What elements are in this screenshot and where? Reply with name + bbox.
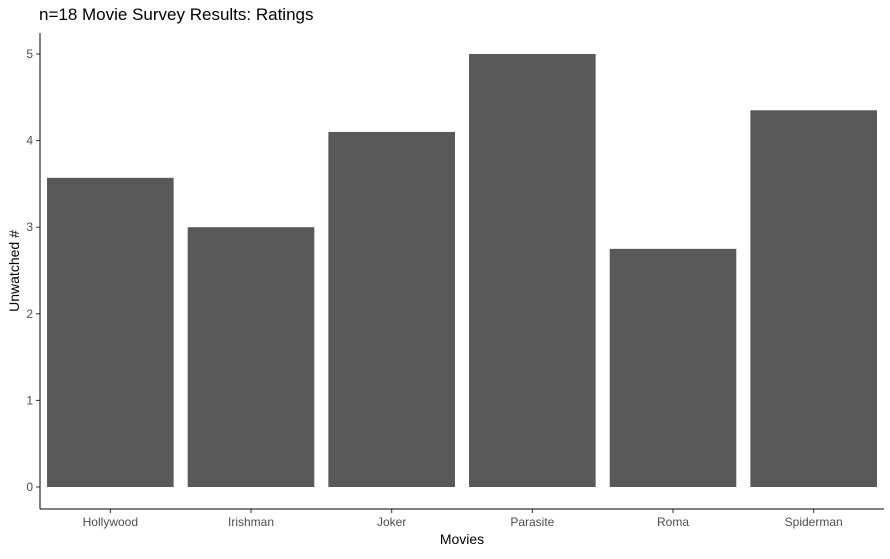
y-axis-title: Unwatched # xyxy=(6,230,22,312)
bar-irishman xyxy=(187,227,315,487)
labels-layer: Hollywood Irishman Joker Parasite Roma Spider… xyxy=(6,47,843,547)
y-tick-label: 4 xyxy=(26,134,33,148)
bar-spiderman xyxy=(750,110,877,487)
bar-roma xyxy=(609,248,737,487)
y-tick-label: 1 xyxy=(26,393,33,407)
bar-joker xyxy=(328,131,455,487)
y-tick-label: 3 xyxy=(26,220,33,234)
x-tick-label: Hollywood xyxy=(83,515,138,529)
x-tick-label: Roma xyxy=(657,515,689,529)
y-tick-label: 2 xyxy=(26,307,33,321)
x-axis-title: Movies xyxy=(440,531,484,547)
chart-title: n=18 Movie Survey Results: Ratings xyxy=(39,5,314,24)
bars-layer xyxy=(47,54,877,487)
x-tick-label: Parasite xyxy=(510,515,554,529)
axes-layer xyxy=(36,33,884,513)
x-tick-label: Spiderman xyxy=(785,515,843,529)
x-tick-label: Joker xyxy=(377,515,406,529)
x-tick-label: Irishman xyxy=(228,515,274,529)
bar-parasite xyxy=(469,54,596,487)
y-tick-label: 5 xyxy=(26,47,33,61)
bar-hollywood xyxy=(47,177,174,487)
y-tick-label: 0 xyxy=(26,480,33,494)
